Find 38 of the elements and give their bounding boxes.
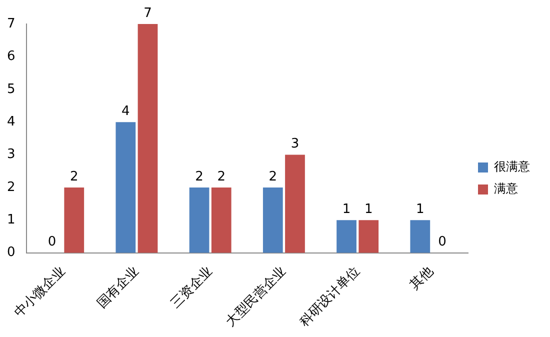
data-label: 2 [195, 169, 204, 184]
data-label: 7 [144, 6, 152, 21]
bar [336, 220, 356, 253]
data-label: 2 [70, 169, 78, 184]
data-label: 2 [217, 169, 226, 184]
data-label: 0 [438, 234, 446, 250]
data-label: 1 [364, 202, 373, 217]
bar [211, 187, 232, 253]
x-tick-label: 科研设计单位 [297, 264, 363, 330]
bar [410, 220, 430, 253]
data-label: 3 [290, 136, 300, 152]
x-tick-label: 三资企业 [168, 264, 216, 312]
bar [116, 122, 136, 253]
bar [358, 220, 379, 253]
data-label: 1 [416, 202, 424, 217]
x-tick-label: 中小微企业 [12, 264, 68, 321]
y-tick-label: 7 [6, 16, 16, 32]
y-tick-label: 0 [6, 245, 16, 260]
y-tick-label: 6 [6, 49, 16, 64]
data-label: 0 [48, 234, 56, 250]
y-tick-label: 2 [6, 180, 16, 195]
bar [285, 154, 305, 253]
y-tick-label: 4 [6, 114, 16, 130]
y-tick-label: 3 [6, 147, 16, 162]
y-tick-label: 1 [6, 212, 16, 228]
bar [138, 24, 158, 253]
data-label: 4 [122, 104, 130, 119]
y-tick-label: 5 [6, 82, 16, 97]
data-label: 1 [342, 202, 351, 217]
bar [189, 187, 210, 253]
x-tick-label: 其他 [407, 264, 436, 293]
x-tick-label: 大型民营企业 [223, 264, 290, 330]
bar [262, 187, 283, 253]
legend-label: 很满意 [494, 160, 530, 174]
x-tick-label: 国有企业 [94, 264, 142, 312]
data-label: 2 [268, 169, 278, 184]
bar [64, 187, 84, 253]
legend-label: 满意 [494, 182, 518, 196]
